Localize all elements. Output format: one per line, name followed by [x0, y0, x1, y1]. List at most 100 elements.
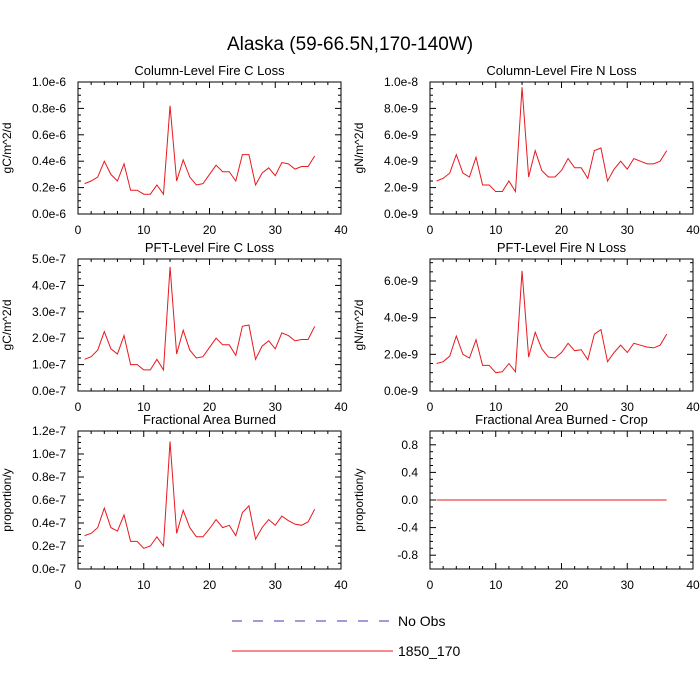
y-tick-label: 0.2e-7 — [32, 539, 66, 553]
y-tick-label: 0.8e-6 — [32, 101, 66, 115]
y-tick-label: -0.8 — [397, 548, 418, 562]
plot-frame — [77, 81, 342, 215]
x-tick-label: 40 — [686, 223, 700, 237]
panels: Column-Level Fire C Loss 0 10 20 30 40 0.0e-6 0… — [0, 63, 700, 592]
x-tick-label: 0 — [427, 223, 434, 237]
y-tick-label: 0.4 — [401, 465, 418, 479]
x-tick-label: 40 — [686, 578, 700, 592]
x-tick-label: 0 — [75, 578, 82, 592]
y-tick-label: 1.2e-7 — [32, 424, 66, 438]
x-tick-label: 30 — [269, 223, 283, 237]
legend: No Obs 1850_170 — [232, 613, 461, 659]
panel-title: Column-Level Fire C Loss — [134, 63, 285, 78]
y-tick-label: 0.0e-9 — [384, 207, 418, 221]
x-tick-label: 40 — [334, 223, 348, 237]
y-tick-label: 1.0e-7 — [32, 447, 66, 461]
panel-title: Column-Level Fire N Loss — [486, 63, 637, 78]
panel-title: PFT-Level Fire N Loss — [497, 240, 627, 255]
y-tick-label: 2.0e-9 — [384, 181, 418, 195]
y-tick-label: 0.0e-9 — [384, 384, 418, 398]
y-tick-label: 3.0e-7 — [32, 305, 66, 319]
x-tick-label: 20 — [203, 578, 217, 592]
x-tick-label: 10 — [137, 578, 151, 592]
plot-frame — [429, 258, 694, 392]
x-tick-label: 10 — [489, 578, 503, 592]
panel-title: Fractional Area Burned — [143, 412, 276, 427]
y-tick-label: 4.0e-9 — [384, 154, 418, 168]
y-tick-label: 0.6e-7 — [32, 493, 66, 507]
y-tick-label: 1.0e-8 — [384, 75, 418, 89]
x-tick-label: 0 — [75, 400, 82, 414]
series-line-1850_170 — [84, 105, 316, 196]
x-tick-label: 10 — [137, 223, 151, 237]
y-tick-label: 0.4e-7 — [32, 516, 66, 530]
x-tick-label: 20 — [555, 223, 569, 237]
y-axis-label: gN/m^2/d — [352, 123, 366, 174]
y-tick-label: 8.0e-9 — [384, 101, 418, 115]
x-tick-label: 40 — [334, 578, 348, 592]
y-tick-label: 2.0e-9 — [384, 347, 418, 361]
y-axis-label: proportion/y — [352, 468, 366, 531]
x-tick-label: 20 — [555, 400, 569, 414]
panel-title: PFT-Level Fire C Loss — [145, 240, 275, 255]
chart-panel-6: Fractional Area Burned - Crop 0 10 20 30 40 -0… — [352, 412, 700, 592]
figure-title: Alaska (59-66.5N,170-140W) — [227, 34, 473, 55]
y-tick-label: 0.8e-7 — [32, 470, 66, 484]
legend-entry: No Obs — [232, 613, 445, 629]
x-tick-label: 20 — [203, 223, 217, 237]
chart-panel-1: Column-Level Fire C Loss 0 10 20 30 40 0.0e-6 0… — [0, 63, 348, 237]
chart-panel-2: Column-Level Fire N Loss 0 10 20 30 40 0.0e-9 2… — [352, 63, 700, 237]
plot-frame — [429, 81, 694, 215]
y-tick-label: 5.0e-7 — [32, 252, 66, 266]
y-tick-label: 1.0e-7 — [32, 358, 66, 372]
x-tick-label: 30 — [269, 578, 283, 592]
legend-label: 1850_170 — [398, 643, 461, 659]
x-tick-label: 10 — [489, 400, 503, 414]
x-tick-label: 30 — [621, 400, 635, 414]
x-tick-label: 20 — [555, 578, 569, 592]
y-tick-label: 4.0e-9 — [384, 311, 418, 325]
x-tick-label: 30 — [269, 400, 283, 414]
x-tick-label: 10 — [489, 223, 503, 237]
y-tick-label: 6.0e-9 — [384, 274, 418, 288]
y-tick-label: 0.6e-6 — [32, 128, 66, 142]
y-axis-label: gN/m^2/d — [352, 300, 366, 351]
chart-panel-5: Fractional Area Burned 0 10 20 30 40 0.0e-7 0.2… — [0, 412, 348, 592]
y-axis-label: gC/m^2/d — [0, 123, 14, 174]
x-tick-label: 0 — [427, 578, 434, 592]
y-tick-label: 0.0e-6 — [32, 207, 66, 221]
y-tick-label: 0.0 — [401, 493, 418, 507]
x-tick-label: 30 — [621, 223, 635, 237]
series-line-1850_170 — [436, 87, 668, 194]
y-tick-label: 0.2e-6 — [32, 181, 66, 195]
series-line-1850_170 — [436, 270, 668, 374]
x-tick-label: 20 — [203, 400, 217, 414]
y-tick-label: 2.0e-7 — [32, 331, 66, 345]
x-tick-label: 40 — [686, 400, 700, 414]
x-tick-label: 40 — [334, 400, 348, 414]
x-tick-label: 0 — [75, 223, 82, 237]
series-line-1850_170 — [84, 441, 316, 549]
chart-panel-4: PFT-Level Fire N Loss 0 10 20 30 40 0.0e-9 2.0e… — [352, 240, 700, 414]
legend-label: No Obs — [398, 613, 445, 629]
chart-panel-3: PFT-Level Fire C Loss 0 10 20 30 40 0.0e-7 1.0e… — [0, 240, 348, 414]
y-tick-label: 6.0e-9 — [384, 128, 418, 142]
series-line-1850_170 — [84, 266, 316, 372]
x-tick-label: 30 — [621, 578, 635, 592]
panel-title: Fractional Area Burned - Crop — [475, 412, 648, 427]
y-tick-label: -0.4 — [397, 521, 418, 535]
y-tick-label: 0.4e-6 — [32, 154, 66, 168]
y-tick-label: 0.8 — [401, 438, 418, 452]
y-axis-label: proportion/y — [0, 468, 14, 531]
x-tick-label: 0 — [427, 400, 434, 414]
y-tick-label: 0.0e-7 — [32, 384, 66, 398]
y-tick-label: 1.0e-6 — [32, 75, 66, 89]
x-tick-label: 10 — [137, 400, 151, 414]
y-tick-label: 4.0e-7 — [32, 278, 66, 292]
plot-frame — [77, 258, 342, 392]
y-axis-label: gC/m^2/d — [0, 300, 14, 351]
legend-entry: 1850_170 — [232, 643, 461, 659]
plot-frame — [77, 430, 342, 570]
y-tick-label: 0.0e-7 — [32, 562, 66, 576]
